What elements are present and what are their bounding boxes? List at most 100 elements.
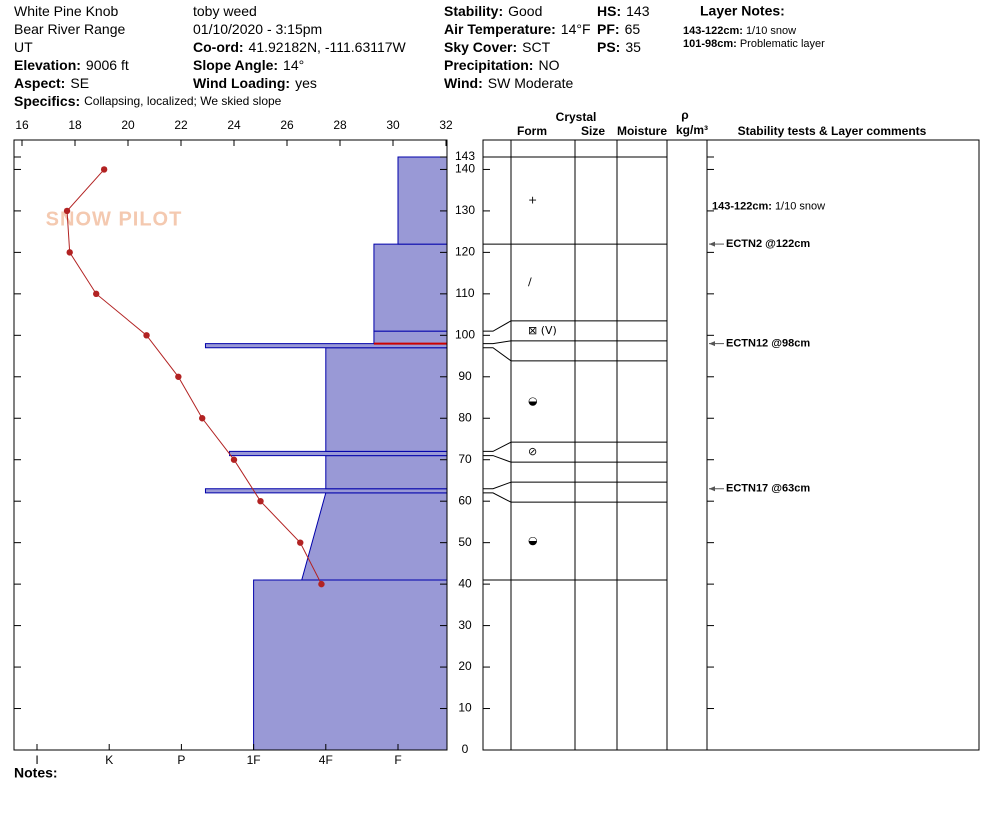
hardness-bar xyxy=(229,450,448,457)
field-value: Good xyxy=(508,3,542,19)
header-field: Bear River Range xyxy=(14,21,125,37)
x-tick-label: 30 xyxy=(386,118,400,132)
temperature-point xyxy=(175,373,182,380)
hardness-tick-label: P xyxy=(177,753,185,767)
field-value: White Pine Knob xyxy=(14,3,118,19)
y-tick-label: 20 xyxy=(458,659,472,673)
hardness-bar xyxy=(325,455,448,490)
header-field: Slope Angle: 14° xyxy=(193,57,304,73)
field-value: 14° xyxy=(283,57,304,73)
table-header: Stability tests & Layer comments xyxy=(738,124,927,138)
x-tick-label: 32 xyxy=(439,118,453,132)
y-tick-label: 30 xyxy=(458,618,472,632)
layer-note: 101-98cm: Problematic layer xyxy=(683,38,825,50)
hardness-tick-label: K xyxy=(105,753,113,767)
y-tick-label: 0 xyxy=(462,742,469,756)
field-label: Elevation: xyxy=(14,57,81,73)
field-label: Aspect: xyxy=(14,75,65,91)
field-value: SE xyxy=(70,75,89,91)
layer-note: 143-122cm: 1/10 snow xyxy=(683,25,796,37)
layer-leader xyxy=(483,455,512,463)
header-field: PF: 65 xyxy=(597,21,640,37)
table-header: ρ xyxy=(681,108,688,122)
note-range: 101-98cm: xyxy=(683,38,737,50)
temperature-point xyxy=(318,580,325,588)
plot-frame xyxy=(13,139,448,751)
y-tick-label: 70 xyxy=(458,452,472,466)
temperature-point xyxy=(199,415,206,422)
field-value: Bear River Range xyxy=(14,21,125,37)
field-value: 01/10/2020 - 3:15pm xyxy=(193,21,322,37)
specifics-label: Specifics: xyxy=(14,93,80,109)
temperature-point xyxy=(66,249,73,256)
field-value: 35 xyxy=(625,39,641,55)
temperature-point xyxy=(63,207,71,215)
field-value: 14°F xyxy=(561,21,591,37)
field-value: 9006 ft xyxy=(86,57,129,73)
header-field: 01/10/2020 - 3:15pm xyxy=(193,21,322,37)
note-range: 143-122cm: xyxy=(683,25,743,37)
y-tick-label: 130 xyxy=(455,203,475,217)
temperature-point xyxy=(297,539,304,546)
temperature-point xyxy=(257,497,264,505)
layer-leader xyxy=(483,441,512,452)
table-header: Size xyxy=(581,124,605,138)
comment-range: 143-122cm: xyxy=(712,200,772,212)
y-tick-label: 10 xyxy=(458,701,472,715)
field-label: Sky Cover: xyxy=(444,39,517,55)
layer-comment: 143-122cm: 1/10 snow xyxy=(712,200,825,212)
table-frame xyxy=(482,139,980,751)
header-field: Wind: SW Moderate xyxy=(444,75,574,91)
header-field: HS: 143 xyxy=(597,3,650,19)
hardness-tick-label: F xyxy=(394,753,401,767)
field-label: Wind: xyxy=(444,75,483,91)
y-tick-label: 120 xyxy=(455,245,475,259)
layer-leader xyxy=(483,481,512,490)
note-text: 1/10 snow xyxy=(746,25,796,37)
crystal-form: ⊠ (V) xyxy=(528,324,557,337)
field-label: Wind Loading: xyxy=(193,75,290,91)
hardness-bar xyxy=(325,347,448,452)
field-label: HS: xyxy=(597,3,621,19)
test-arrowhead xyxy=(709,341,715,347)
x-tick-label: 24 xyxy=(227,118,241,132)
field-value: SW Moderate xyxy=(488,75,574,91)
header-field: Aspect: SE xyxy=(14,75,89,91)
stability-test: ECTN17 @63cm xyxy=(726,483,810,495)
specifics: Specifics: Collapsing, localized; We skie… xyxy=(14,93,282,109)
y-tick-label: 110 xyxy=(455,286,474,300)
header-field: Sky Cover: SCT xyxy=(444,39,551,55)
field-label: Air Temperature: xyxy=(444,21,556,37)
hardness-bar xyxy=(373,330,448,345)
field-value: toby weed xyxy=(193,3,257,19)
hardness-bar xyxy=(253,579,448,751)
layer-leader xyxy=(483,320,512,332)
crystal-form: ◒ xyxy=(528,534,538,547)
x-tick-label: 20 xyxy=(121,118,135,132)
y-tick-label: 80 xyxy=(458,410,472,424)
y-tick-label: 40 xyxy=(458,576,472,590)
header-field: Air Temperature: 14°F xyxy=(444,21,591,37)
header-field: Precipitation: NO xyxy=(444,57,560,73)
header-field: White Pine Knob xyxy=(14,3,118,19)
field-value: 41.92182N, -111.63117W xyxy=(249,39,407,55)
field-value: UT xyxy=(14,39,33,55)
crystal-form: ◒ xyxy=(528,395,538,408)
field-label: Slope Angle: xyxy=(193,57,278,73)
note-text: Problematic layer xyxy=(740,38,825,50)
field-value: NO xyxy=(538,57,559,73)
table-header: Moisture xyxy=(617,124,667,138)
field-value: 143 xyxy=(626,3,650,19)
comment-text: 1/10 snow xyxy=(775,200,825,212)
table-header: Form xyxy=(517,124,547,138)
field-value: yes xyxy=(295,75,317,91)
x-tick-label: 16 xyxy=(15,118,29,132)
field-label: PS: xyxy=(597,39,620,55)
temperature-point xyxy=(93,290,100,298)
header-field: PS: 35 xyxy=(597,39,641,55)
layer-leader xyxy=(483,347,512,362)
y-tick-label: 50 xyxy=(458,535,472,549)
hardness-bar xyxy=(301,492,448,581)
header-field: Wind Loading: yes xyxy=(193,75,317,91)
y-tick-label: 60 xyxy=(458,493,472,507)
